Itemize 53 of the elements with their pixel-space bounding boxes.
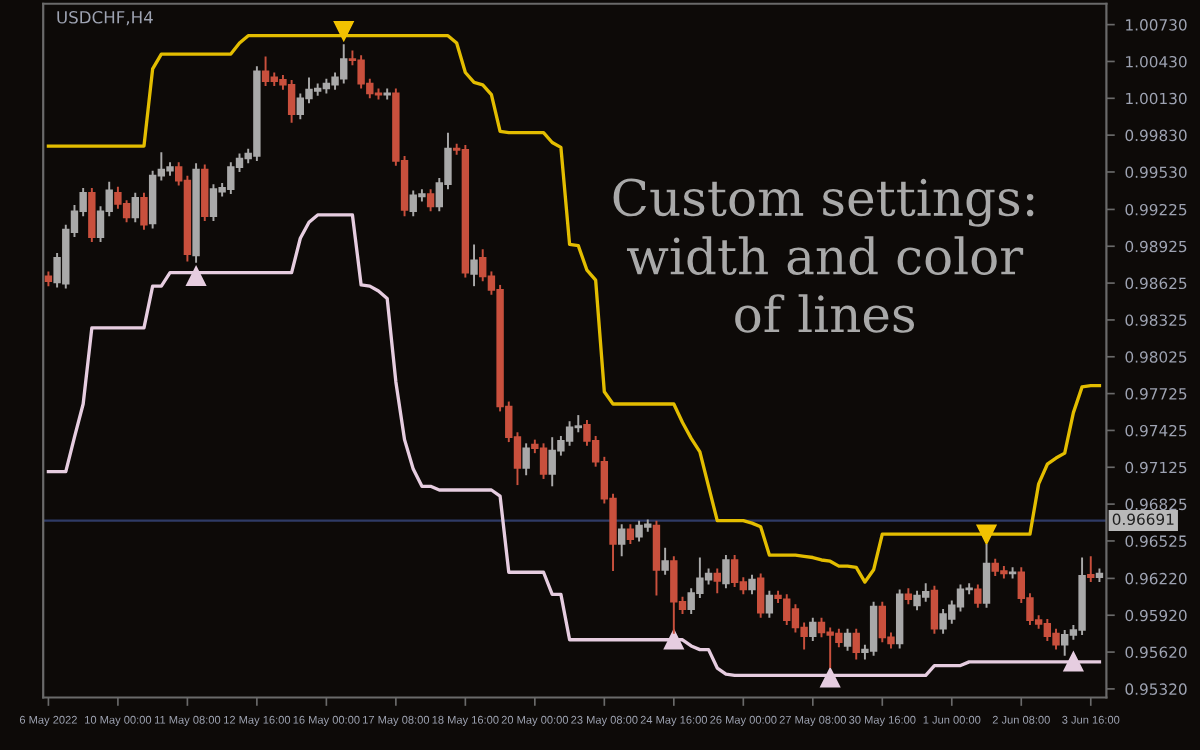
- candlestick: [122, 199, 131, 224]
- point: [976, 524, 997, 544]
- candlestick: [982, 543, 991, 609]
- candlestick: [756, 572, 765, 619]
- point: [1063, 652, 1084, 672]
- candlestick: [131, 191, 139, 224]
- point: [664, 630, 684, 650]
- candlestick: [670, 555, 678, 635]
- candlestick: [1087, 555, 1095, 584]
- candlestick: [722, 554, 730, 590]
- candlestick: [852, 627, 860, 661]
- candlestick: [539, 442, 548, 480]
- candlestick: [470, 243, 478, 288]
- candlestick: [479, 248, 487, 283]
- candlestick: [1061, 629, 1069, 657]
- candlestick: [974, 583, 982, 609]
- candlestick: [114, 185, 122, 210]
- candlestick: [652, 519, 661, 597]
- candlestick: [791, 603, 800, 634]
- candlestick: [748, 573, 756, 596]
- candlestick: [869, 600, 878, 657]
- candlestick: [522, 442, 530, 477]
- candlestick: [626, 523, 635, 545]
- candlestick: [565, 420, 574, 447]
- candlestick: [913, 589, 921, 612]
- candlestick: [296, 92, 305, 121]
- candlestick: [88, 186, 96, 243]
- point: [334, 21, 354, 41]
- candlestick: [209, 183, 218, 223]
- candlestick: [939, 608, 947, 635]
- candlestick: [201, 163, 209, 223]
- candlestick: [148, 169, 157, 230]
- candlestick: [287, 78, 296, 124]
- candlestick: [713, 567, 721, 595]
- candlestick: [261, 55, 270, 87]
- candlestick: [809, 616, 817, 642]
- candlestick: [140, 191, 148, 231]
- candlestick: [817, 616, 826, 639]
- candlestick: [1043, 617, 1052, 642]
- candlestick: [730, 554, 739, 588]
- candlestick: [661, 546, 669, 576]
- annotation: Custom settings: width and color of lines: [613, 178, 1034, 333]
- candlestick: [635, 519, 643, 543]
- candlestick: [426, 188, 435, 213]
- candlestick: [956, 583, 965, 613]
- candlestick: [765, 589, 774, 619]
- candlestick: [1052, 627, 1060, 651]
- point: [820, 668, 840, 688]
- point: [186, 266, 206, 287]
- candlestick: [930, 584, 939, 635]
- chart-title: USDCHF,H4: [57, 10, 153, 26]
- candlestick: [843, 627, 852, 652]
- candlestick: [618, 523, 626, 558]
